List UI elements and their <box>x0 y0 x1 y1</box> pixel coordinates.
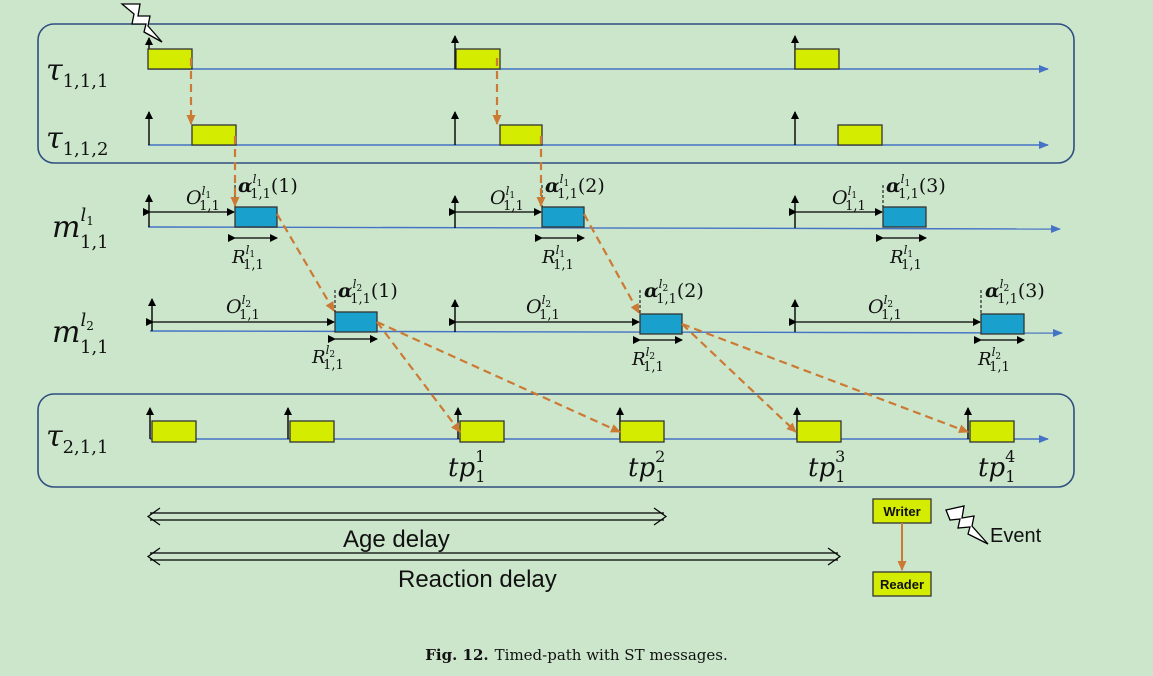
offset-label-l1-3: Ol1 1,1 <box>832 184 866 214</box>
response-label-l2-2: Rl2 1,1 <box>631 345 664 375</box>
row-label-tau-211: τ2,1,1 <box>46 419 108 458</box>
job-tau111-2 <box>455 48 501 70</box>
row-label-tau-112: τ1,1,2 <box>46 121 108 160</box>
axis-m-l1 <box>147 224 1061 233</box>
legend-reader-label: Reader <box>880 577 924 592</box>
row-label-tau-111: τ1,1,1 <box>46 53 108 92</box>
timepoint-tp1-4: tp4 1 <box>978 447 1015 486</box>
job-tau112-1 <box>191 124 237 146</box>
lightning-icon <box>120 3 163 43</box>
offset-label-l1-2: Ol1 1,1 <box>490 184 524 214</box>
message-instances <box>234 206 1025 335</box>
alpha-label-l2-2: αl2 1,1(2) <box>644 277 704 307</box>
job-tau112-2 <box>499 124 543 146</box>
offset-label-l1-1: Ol1 1,1 <box>186 184 220 214</box>
msg-l2-2 <box>639 313 683 335</box>
legend-writer-label: Writer <box>883 504 920 519</box>
reaction-delay-label: Reaction delay <box>398 566 557 593</box>
job-tau111-1 <box>147 48 193 70</box>
offset-label-l2-2: Ol2 1,1 <box>526 293 560 323</box>
response-label-l1-2: Rl1 1,1 <box>541 243 574 273</box>
offset-label-l2-3: Ol2 1,1 <box>868 293 902 323</box>
row-label-m-l2-sub: 1,1 <box>80 337 109 358</box>
response-label-l1-1: Rl1 1,1 <box>231 243 264 273</box>
task-jobs <box>147 48 1015 443</box>
response-label-l2-1: Rl2 1,1 <box>311 343 344 373</box>
offset-label-l2-1: Ol2 1,1 <box>226 293 260 323</box>
legend-event-label: Event <box>990 525 1042 547</box>
reaction-delay-arrow <box>146 547 842 566</box>
reader-task-frame <box>37 393 1075 488</box>
msg-l1-3 <box>882 206 927 228</box>
age-delay-label: Age delay <box>343 526 450 553</box>
msg-l2-1 <box>334 311 378 333</box>
legend-lightning-icon <box>945 505 989 545</box>
job-tau211-6 <box>969 420 1015 443</box>
job-tau211-3 <box>459 420 505 443</box>
job-tau111-3 <box>794 48 840 70</box>
timepoint-tp1-3: tp3 1 <box>808 447 845 486</box>
timepoint-tp1-1: tp1 1 <box>448 447 485 486</box>
job-tau211-4 <box>619 420 665 443</box>
timepoint-labels: tp1 1 tp2 1 tp3 1 tp4 1 <box>448 447 1015 486</box>
response-label-l1-3: Rl1 1,1 <box>889 243 922 273</box>
job-tau211-1 <box>151 420 197 443</box>
offset-labels: Ol1 1,1 Ol1 1,1 Ol1 1,1 Ol2 1,1 Ol2 1,1 Ol2 1,… <box>186 184 902 323</box>
job-tau112-3 <box>837 124 883 146</box>
row-label-m-l1: ml1 <box>52 205 94 245</box>
row-label-m-l2: ml2 <box>52 310 94 350</box>
caption-text: Timed-path with ST messages. <box>494 646 728 664</box>
legend-writer-box <box>872 498 932 524</box>
top-tasks-frame <box>37 23 1075 164</box>
job-tau211-5 <box>796 420 842 443</box>
caption-label: Fig. 12. <box>425 646 489 664</box>
alpha-label-l2-1: αl2 1,1(1) <box>338 277 398 307</box>
msg-l1-1 <box>234 206 278 228</box>
row-label-m-l1-sub: 1,1 <box>80 232 109 253</box>
alpha-label-l1-1: αl1 1,1(1) <box>238 172 298 202</box>
axis-m-l2 <box>149 328 1063 337</box>
response-labels: Rl1 1,1 Rl1 1,1 Rl1 1,1 Rl2 1,1 Rl2 1,1 Rl2 1,… <box>231 243 1010 375</box>
figure-caption: Fig. 12. Timed-path with ST messages. <box>0 646 1153 664</box>
alpha-label-l2-3: αl2 1,1(3) <box>985 277 1045 307</box>
job-tau211-2 <box>289 420 335 443</box>
legend-reader-box <box>872 571 932 597</box>
msg-l2-3 <box>980 313 1025 335</box>
offset-arrows <box>143 208 1025 344</box>
msg-l1-2 <box>541 206 585 228</box>
alpha-labels: αl1 1,1(1) αl1 1,1(2) αl1 1,1(3) αl2 1,1(1) … <box>238 172 1045 307</box>
timepoint-tp1-2: tp2 1 <box>628 447 665 486</box>
alpha-label-l1-2: αl1 1,1(2) <box>545 172 605 202</box>
chain-arrows <box>186 58 969 434</box>
response-label-l2-3: Rl2 1,1 <box>977 345 1010 375</box>
alpha-label-l1-3: αl1 1,1(3) <box>886 172 946 202</box>
age-delay-arrow <box>146 507 668 526</box>
